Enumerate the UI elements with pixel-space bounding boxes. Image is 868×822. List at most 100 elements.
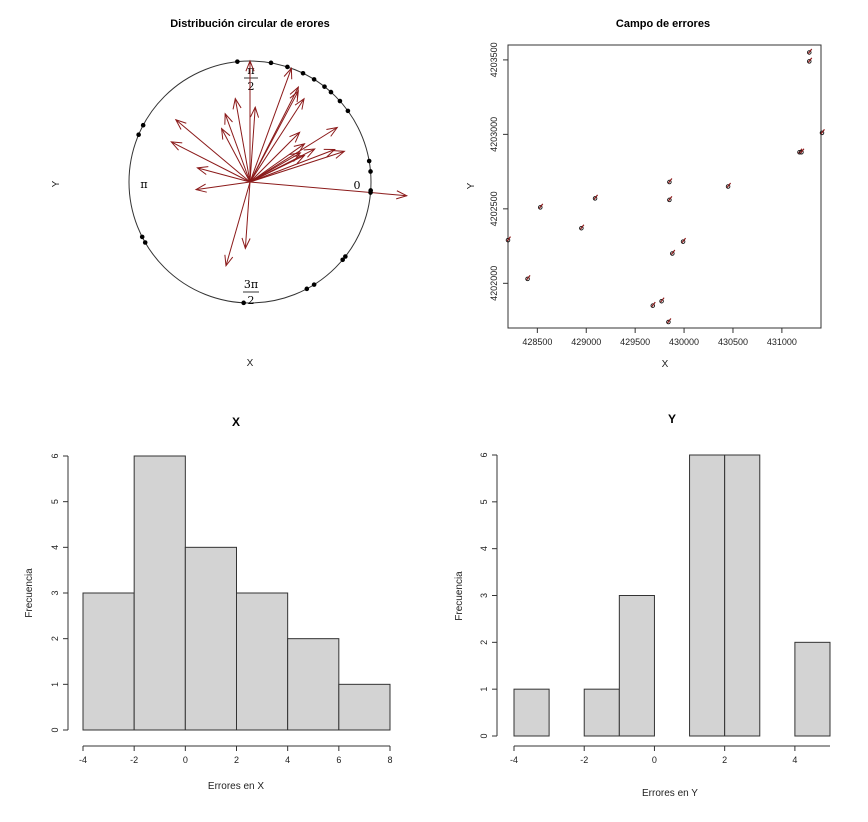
rose-arrow-head: [245, 59, 255, 72]
rose-arrow: [196, 166, 251, 183]
rose-point: [368, 190, 373, 195]
rose-arrow: [249, 181, 409, 200]
rose-arrow-shaft: [249, 150, 345, 183]
hist-x-bar: [133, 455, 186, 731]
field-point-marker: [807, 50, 812, 55]
hist-x-y-tick-label: 0: [50, 727, 60, 732]
rose-arrow-head: [303, 148, 316, 158]
hist-x-bar: [236, 592, 289, 731]
rose-arrow-head: [293, 143, 306, 154]
rose-arrow-shaft: [244, 181, 251, 249]
hist-y-y-tick-label: 0: [479, 733, 489, 738]
rose-point: [311, 77, 317, 82]
field-x-tick-label: 431000: [767, 337, 797, 347]
hist-x-y-tick-label: 4: [50, 545, 60, 550]
field-point-arrow: [799, 148, 805, 154]
hist-y-bar: [724, 454, 761, 737]
hist-x-y-tick-label: 3: [50, 590, 60, 595]
rose-point: [366, 158, 372, 164]
rose-arrow: [245, 59, 255, 182]
hist-x-bar: [184, 546, 237, 731]
hist-y-x-tick-label: -4: [510, 755, 518, 765]
rose-arrow: [249, 150, 346, 183]
field-point-marker: [807, 59, 812, 64]
rose-arrow: [241, 181, 251, 250]
rose-point: [340, 257, 345, 263]
rose-point: [304, 286, 310, 292]
rose-arrow: [249, 126, 339, 183]
field-point-arrow: [726, 182, 732, 188]
rose-arrow-head: [293, 154, 306, 164]
rose-point: [139, 234, 145, 240]
field-point-marker: [538, 205, 543, 210]
field-point-marker: [670, 251, 675, 256]
field-x-tick-label: 430500: [718, 337, 748, 347]
field-point: [819, 129, 825, 136]
field-point-arrow: [807, 48, 813, 54]
rose-arrow: [249, 97, 305, 183]
rose-arrow-head: [224, 254, 234, 268]
rose-arrow-shaft: [249, 127, 338, 183]
rose-point: [136, 132, 141, 138]
hist-x-y-tick-label: 1: [50, 682, 60, 687]
rose-arrow-head: [220, 127, 231, 140]
hist-x-y-tick-label: 2: [50, 636, 60, 641]
rose-arrow: [232, 97, 251, 183]
hist-x-bar: [82, 592, 135, 731]
field-point-arrow: [526, 274, 531, 281]
rose-arrow-shaft: [221, 128, 251, 183]
field-point: [538, 203, 544, 210]
rose-point: [337, 98, 343, 104]
hist-x-x-tick-label: 2: [234, 755, 239, 765]
rose-arrow-shaft: [225, 181, 251, 266]
field-y-tick-label: 4202000: [489, 266, 499, 301]
rose-arrow-head: [289, 131, 301, 143]
field-plot-frame: [507, 44, 822, 329]
field-point-marker: [680, 239, 686, 244]
rose-point: [300, 70, 306, 76]
field-ylabel: Y: [466, 182, 477, 189]
hist-x-bar: [338, 683, 391, 731]
field-point: [579, 224, 585, 231]
histogram-y: Y Errores en Y Frecuencia -4 -2 0 2 4 0 1 2 3 4 5 6: [454, 412, 831, 799]
hist-y-title: Y: [668, 412, 676, 426]
rose-arrow-head: [289, 152, 302, 162]
field-point: [667, 196, 673, 203]
hist-y-bar: [583, 688, 620, 737]
rose-arrow: [249, 131, 301, 183]
field-point-marker: [525, 276, 530, 282]
rose-point: [268, 60, 274, 66]
field-y-tick-label: 4202500: [489, 191, 499, 226]
field-point-arrow: [660, 297, 665, 303]
hist-x-x-tick-label: -4: [79, 755, 87, 765]
field-point-arrow: [807, 57, 813, 63]
hist-x-y-tick-label: 6: [50, 453, 60, 458]
field-point-arrow: [506, 236, 511, 242]
field-x-tick-label: 429000: [571, 337, 601, 347]
hist-y-x-tick-label: 0: [652, 755, 657, 765]
hist-y-y-tick-label: 1: [479, 687, 489, 692]
rose-arrow-shaft: [249, 149, 335, 183]
rose-arrow: [249, 148, 336, 183]
field-point: [525, 274, 531, 282]
histogram-x: X Errores en X Frecuencia -4 -2 0 2 4 6 8 0 1 2 3 4…: [24, 415, 393, 792]
field-point: [659, 297, 665, 304]
field-x-tick-label: 430000: [669, 337, 699, 347]
hist-y-y-tick-label: 2: [479, 640, 489, 645]
rose-arrow-shaft: [249, 68, 292, 183]
rose-arrow: [194, 181, 251, 193]
rose-arrow-head: [294, 97, 305, 110]
hist-y-bar: [513, 688, 550, 737]
hist-y-y-tick-label: 4: [479, 546, 489, 551]
rose-arrow-shaft: [249, 90, 299, 183]
field-point-arrow: [593, 194, 599, 200]
rose-arrow: [224, 181, 251, 268]
rose-arrow: [170, 141, 251, 183]
field-point-arrow: [820, 129, 825, 135]
circular-plot: Distribución circular de erores X Y π 2 …: [51, 18, 409, 369]
rose-arrow-shaft: [249, 143, 305, 183]
label-pi: π: [140, 178, 147, 191]
field-xlabel: X: [662, 359, 669, 370]
field-point-arrow: [667, 178, 673, 184]
